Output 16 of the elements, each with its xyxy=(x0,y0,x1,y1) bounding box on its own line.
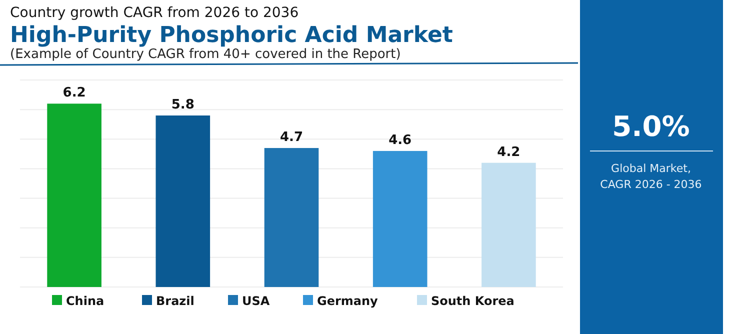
text: CAGR 2026 - 2036 xyxy=(600,178,702,191)
legend-label: Germany xyxy=(317,294,378,308)
chart-title: High-Purity Phosphoric Acid Market xyxy=(10,23,454,48)
data-label: 4.6 xyxy=(388,132,412,148)
data-label: 4.2 xyxy=(497,144,520,160)
data-label: 4.7 xyxy=(280,130,304,146)
legend-label: Brazil xyxy=(156,294,194,308)
data-label: 5.8 xyxy=(171,97,194,112)
legend-label: South Korea xyxy=(431,294,514,308)
legend-label: China xyxy=(66,294,104,308)
data-label: 6.2 xyxy=(62,86,86,101)
text: (Example of Country CAGR from 40+ covered in the Report) xyxy=(10,47,401,62)
text: 5.0% xyxy=(612,110,690,143)
chart-subtitle: Country growth CAGR from 2026 to 2036 xyxy=(10,5,299,21)
text: Global Market, xyxy=(611,162,691,175)
legend-label: USA xyxy=(242,294,270,308)
